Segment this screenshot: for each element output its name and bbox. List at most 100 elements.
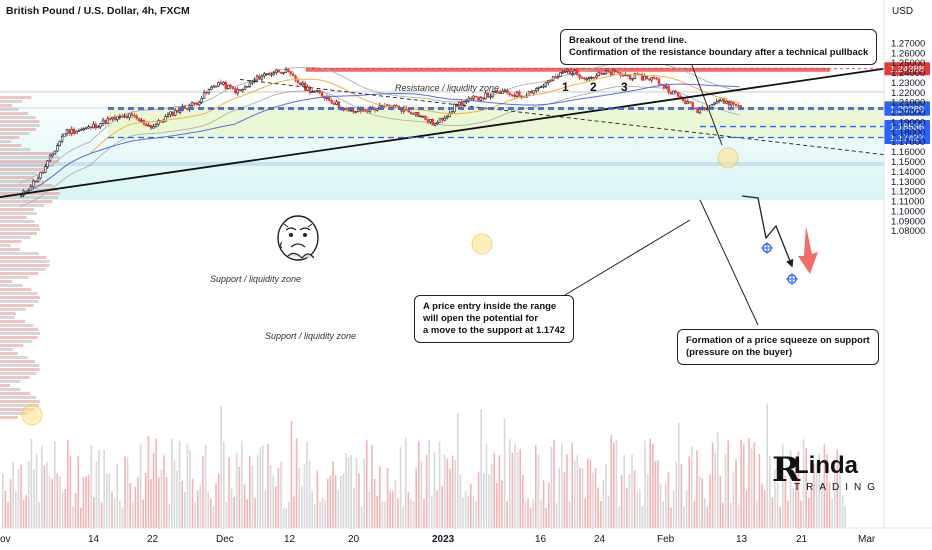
candle-body [92, 123, 95, 129]
candle-body [705, 108, 709, 110]
volume-bar [639, 490, 641, 528]
volume-bar [693, 500, 696, 528]
candle-body [219, 82, 223, 85]
volume-bar [228, 457, 230, 528]
volume-bar [145, 473, 147, 528]
candle-body [710, 104, 714, 108]
candle-body [450, 111, 454, 114]
volume-profile-bar [0, 408, 35, 411]
candle-body [460, 101, 463, 106]
volume-bar [667, 472, 670, 528]
candle-body [587, 77, 591, 80]
highlight-circle-1 [471, 233, 493, 255]
volume-bar [64, 489, 66, 528]
volume-bar [12, 461, 14, 528]
candle-body [135, 115, 138, 119]
candle-body [465, 100, 468, 103]
candle-body [133, 114, 136, 117]
volume-profile-bar [0, 376, 30, 379]
candle-body [313, 90, 317, 93]
candle-body [251, 81, 254, 84]
volume-bar [298, 468, 300, 528]
volume-profile-bar [0, 344, 24, 347]
volume-bar [779, 507, 781, 528]
volume-bar [610, 435, 612, 528]
volume-bar [464, 491, 467, 528]
candle-body [628, 75, 632, 80]
volume-bar [197, 490, 199, 528]
volume-profile-bar [0, 368, 40, 371]
candle-body [652, 77, 656, 79]
volume-bar [503, 418, 506, 528]
candle-body [118, 115, 122, 118]
volume-bar [93, 497, 95, 528]
projected-path [741, 195, 794, 268]
candle-body [551, 76, 555, 82]
volume-profile-bar [0, 236, 31, 239]
volume-bar [818, 453, 820, 528]
candle-body [140, 119, 143, 122]
candle-body [169, 111, 172, 116]
volume-bar [69, 455, 72, 528]
volume-bar [399, 447, 402, 528]
candle-body [36, 177, 40, 182]
brand-subtitle: TRADING [794, 482, 881, 493]
volume-profile-bar [0, 220, 35, 223]
volume-bar [659, 483, 662, 528]
volume-bar [496, 483, 498, 528]
volume-bar [412, 501, 415, 528]
volume-profile-bar [0, 372, 37, 375]
volume-profile-bar [0, 396, 37, 399]
candle-body [149, 124, 153, 129]
candle-body [231, 86, 235, 89]
y-tick-label: 1.20000 [891, 108, 925, 119]
volume-bar [7, 502, 9, 528]
candle-body [279, 71, 283, 74]
candle-body [145, 123, 148, 127]
candle-body [573, 70, 576, 75]
volume-profile-bar [0, 152, 57, 155]
candle-body [205, 92, 208, 94]
y-tick-label: 1.15000 [891, 157, 925, 168]
candle-body [265, 73, 268, 76]
target-icon [786, 273, 798, 285]
volume-bar [191, 478, 194, 528]
volume-bar [337, 490, 339, 528]
volume-bar [129, 482, 131, 528]
volume-bar [761, 483, 763, 528]
candle-body [563, 70, 567, 73]
candle-body [448, 112, 451, 117]
volume-bar [574, 460, 576, 528]
volume-bar [678, 422, 680, 528]
candle-body [46, 160, 49, 167]
candle-body [116, 116, 119, 120]
volume-bar [823, 444, 826, 528]
x-tick-label: ov [0, 534, 11, 545]
volume-bar [418, 441, 420, 528]
volume-bar [67, 440, 69, 528]
volume-bar [550, 446, 553, 528]
candle-body [474, 95, 478, 98]
candle-body [325, 97, 329, 99]
volume-bar [147, 435, 150, 528]
volume-bar [834, 474, 836, 528]
volume-bar [87, 475, 90, 528]
volume-bar [415, 468, 417, 528]
candle-body [498, 91, 502, 94]
candle-body [407, 109, 410, 113]
volume-bar [363, 458, 365, 528]
volume-profile-bar [0, 284, 23, 287]
volume-bar [789, 450, 792, 528]
candle-body [510, 94, 514, 97]
candle-body [337, 101, 341, 108]
volume-bar [605, 464, 607, 528]
candle-body [549, 80, 552, 83]
wave-label-3: 3 [621, 80, 628, 94]
candle-body [101, 119, 105, 125]
candle-body [352, 109, 355, 113]
candle-body [330, 100, 333, 104]
volume-bar [571, 442, 573, 528]
volume-bar [454, 459, 456, 528]
candle-body [157, 120, 160, 125]
